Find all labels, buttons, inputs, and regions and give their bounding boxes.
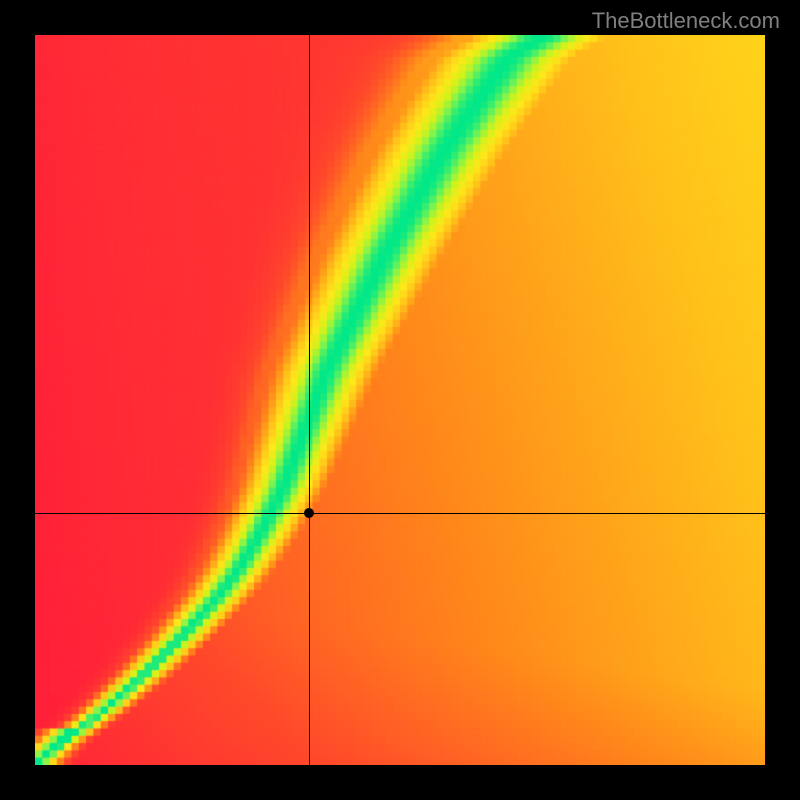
crosshair-vertical [309, 35, 310, 765]
crosshair-horizontal [35, 513, 765, 514]
heatmap-chart [35, 35, 765, 765]
watermark-text: TheBottleneck.com [592, 8, 780, 34]
marker-dot [304, 508, 314, 518]
heatmap-canvas [35, 35, 765, 765]
